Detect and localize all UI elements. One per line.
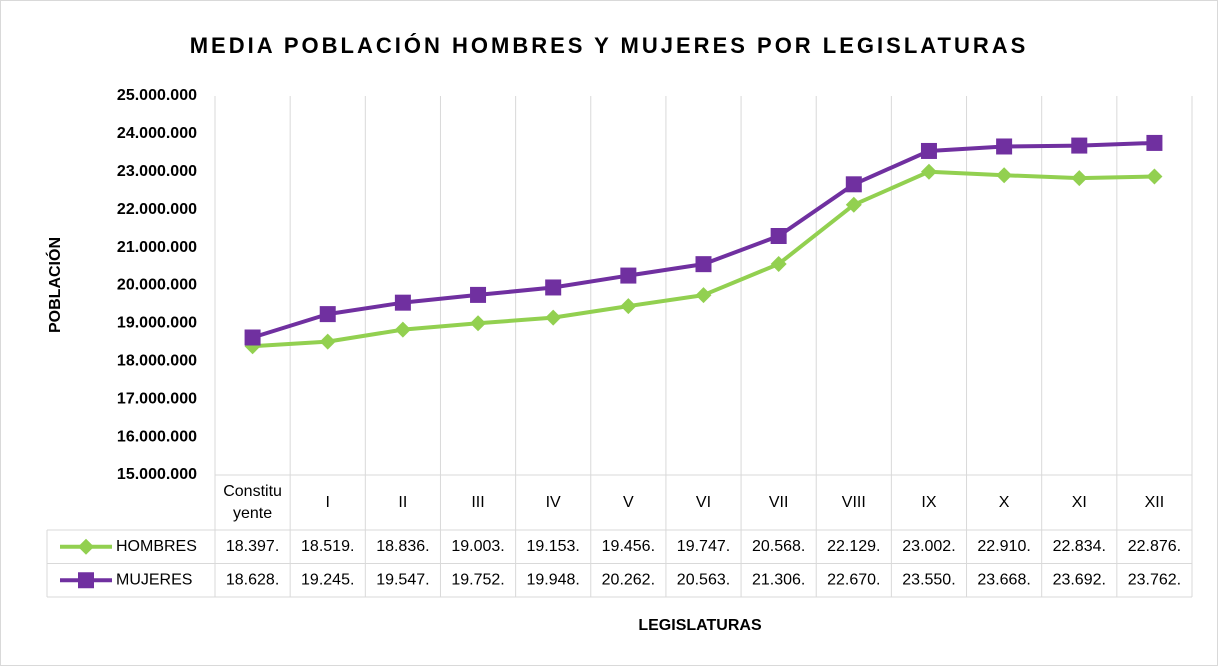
y-tick-label: 20.000.000 [117,277,197,294]
table-value: 23.002. [902,538,955,555]
table-value: 19.003. [451,538,504,555]
y-tick-label: 22.000.000 [117,201,197,218]
data-point [996,138,1013,155]
table-value: 22.670. [827,571,880,588]
category-cell: I [325,493,330,511]
data-point [1146,134,1163,151]
category-cell: VIII [841,493,866,511]
table-value: 19.752. [451,571,504,588]
table-value: 22.876. [1128,538,1181,555]
x-tick-label: XI [1071,493,1087,511]
data-point [620,267,637,284]
table-value: 22.910. [977,538,1030,555]
y-tick-label: 25.000.000 [117,87,197,104]
category-cell: X [998,493,1010,511]
table-value: 23.668. [977,571,1030,588]
category-cell: IX [921,493,937,511]
data-point [695,287,712,304]
table-value: 20.262. [602,571,655,588]
x-tick-label: I [325,493,330,511]
data-point [770,255,787,272]
x-tick-label: II [398,493,408,511]
y-tick-label: 16.000.000 [117,428,197,445]
table-value: 23.762. [1128,571,1181,588]
legend-marker [78,572,94,589]
data-point [1071,137,1088,154]
table-value: 19.747. [677,538,730,555]
category-cell: XII [1144,493,1165,511]
table-value: 19.153. [526,538,579,555]
category-cell: VII [768,493,789,511]
category-cell: III [471,493,485,511]
category-cell: II [398,493,408,511]
data-point [244,329,261,346]
table-value: 18.836. [376,538,429,555]
chart-title: MEDIA POBLACIÓN HOMBRES Y MUJERES POR LE… [190,33,1029,58]
x-tick-label: IV [545,493,561,511]
x-tick-label: X [998,493,1010,511]
x-tick-label: Constituyente [223,482,282,522]
table-value: 20.568. [752,538,805,555]
y-tick-label: 19.000.000 [117,315,197,332]
table-value: 18.519. [301,538,354,555]
y-tick-label: 17.000.000 [117,390,197,407]
data-point [470,286,487,303]
data-point [394,294,411,311]
legend-marker [78,538,94,555]
y-tick-label: 15.000.000 [117,466,197,483]
x-axis-label: LEGISLATURAS [638,617,762,634]
y-tick-label: 18.000.000 [117,353,197,370]
data-point [319,333,336,350]
x-tick-label: VIII [841,493,866,511]
data-point [1071,170,1088,187]
data-point [394,321,411,338]
data-point [920,163,937,180]
table-value: 19.948. [526,571,579,588]
data-point [845,176,862,193]
table-value: 23.692. [1053,571,1106,588]
data-point [1146,168,1163,185]
table-value: 22.129. [827,538,880,555]
data-point [620,298,637,315]
table-value: 18.397. [226,538,279,555]
table-value: 20.563. [677,571,730,588]
category-cell: VI [695,493,712,511]
x-tick-label: III [471,493,485,511]
data-point [770,228,787,245]
y-axis-label: POBLACIÓN [45,237,64,333]
y-tick-label: 23.000.000 [117,163,197,180]
data-point [920,142,937,159]
category-cell: V [623,493,634,511]
x-tick-label: V [623,493,634,511]
table-value: 23.550. [902,571,955,588]
data-point [845,196,862,213]
data-point [695,256,712,273]
legend-label: MUJERES [116,571,192,588]
table-value: 22.834. [1053,538,1106,555]
category-cell: Constituyente [223,482,282,522]
y-tick-label: 21.000.000 [117,239,197,256]
data-point [319,306,336,323]
x-tick-label: IX [921,493,937,511]
table-value: 19.456. [602,538,655,555]
x-tick-label: VII [768,493,789,511]
x-tick-label: XII [1144,493,1165,511]
legend-label: HOMBRES [116,538,197,555]
data-point [545,309,562,326]
table-value: 19.547. [376,571,429,588]
table-value: 21.306. [752,571,805,588]
table-value: 19.245. [301,571,354,588]
data-point [470,315,487,332]
y-tick-label: 24.000.000 [117,125,197,142]
category-cell: XI [1071,493,1087,511]
data-point [996,167,1013,184]
x-tick-label: VI [695,493,712,511]
table-value: 18.628. [226,571,279,588]
data-point [545,279,562,296]
category-cell: IV [545,493,561,511]
